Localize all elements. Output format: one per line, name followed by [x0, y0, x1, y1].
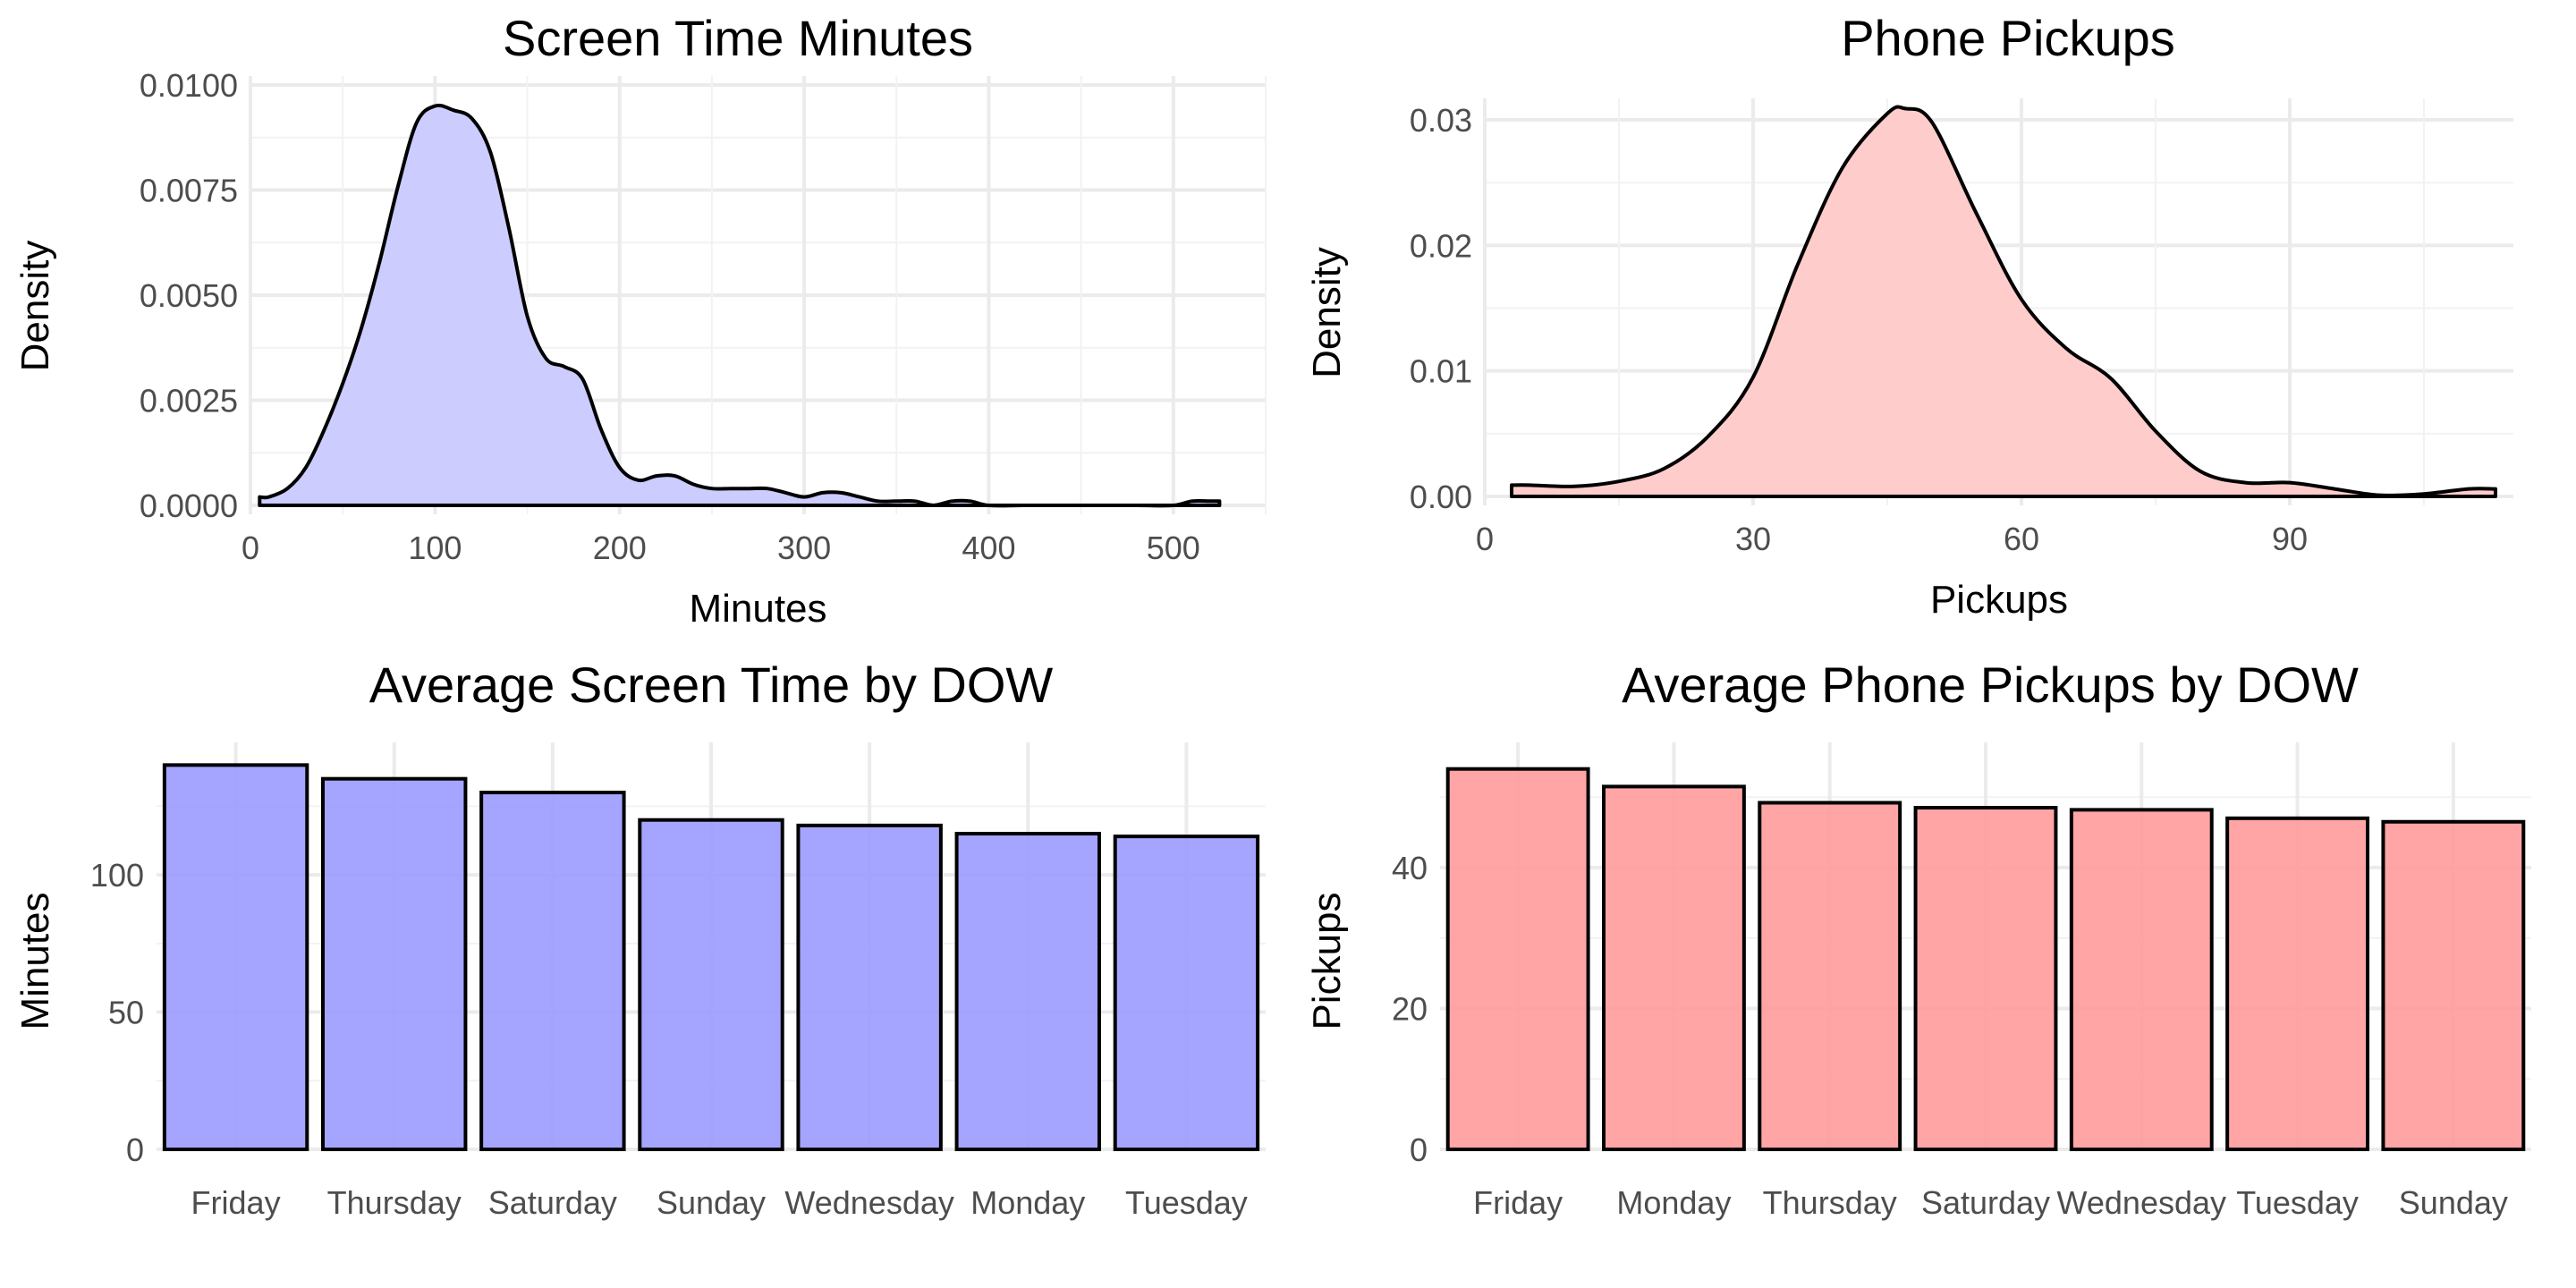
x-tick-label: Monday: [970, 1184, 1085, 1221]
y-tick-label: 0.0025: [140, 383, 238, 419]
x-tick-labels: 0 100 200 300 400 500: [242, 530, 1200, 566]
x-axis-label: Pickups: [1930, 578, 2068, 622]
y-tick-label: 0.0075: [140, 173, 238, 209]
density-area: [1510, 105, 2497, 498]
phone-pickups-density-panel: 0.00 0.01 0.02 0.03 0 30 60 90 Phone Pickups P…: [1305, 10, 2513, 622]
chart-title: Phone Pickups: [1841, 10, 2175, 66]
y-tick-label: 0: [126, 1131, 144, 1168]
x-tick-label: 0: [242, 530, 259, 566]
y-tick-label: 50: [108, 995, 144, 1031]
y-tick-label: 0.01: [1410, 353, 1472, 390]
bars: [1445, 767, 2526, 1152]
bar-wednesday: [796, 823, 943, 1151]
y-tick-labels: 0 20 40: [1392, 850, 1428, 1168]
y-tick-label: 0.0100: [140, 67, 238, 104]
y-tick-label: 100: [90, 857, 144, 894]
x-tick-label: 100: [408, 530, 462, 566]
x-tick-labels: Friday Monday Thursday Saturday Wednesday Tue…: [1473, 1184, 2508, 1221]
bar-friday: [1445, 767, 1590, 1151]
x-tick-label: Thursday: [327, 1184, 462, 1221]
x-tick-label: Monday: [1616, 1184, 1731, 1221]
screen-time-density-panel: 0.0000 0.0025 0.0050 0.0075 0.0100 0 100 200 30…: [13, 10, 1267, 631]
y-tick-label: 40: [1392, 850, 1428, 886]
y-tick-label: 0.02: [1410, 227, 1472, 264]
y-axis-label: Density: [1305, 247, 1349, 378]
y-axis-label: Density: [13, 241, 57, 372]
y-axis-label: Pickups: [1305, 892, 1349, 1030]
chart-title: Average Phone Pickups by DOW: [1622, 657, 2359, 713]
avg-pickups-bar-panel: 0 20 40 Friday Monday Thursday Saturday Wednes…: [1305, 657, 2531, 1221]
bar-saturday: [1913, 806, 2058, 1151]
x-tick-label: Wednesday: [2057, 1184, 2226, 1221]
bar-saturday: [479, 791, 626, 1151]
bar-tuesday: [1113, 835, 1260, 1151]
y-tick-label: 0: [1410, 1131, 1428, 1168]
x-tick-label: Saturday: [488, 1184, 617, 1221]
x-tick-label: Friday: [191, 1184, 281, 1221]
y-tick-label: 0.03: [1410, 102, 1472, 139]
bar-monday: [1602, 784, 1746, 1152]
bar-sunday: [2381, 819, 2526, 1151]
x-tick-label: 60: [2004, 521, 2039, 557]
bar-monday: [954, 832, 1101, 1151]
y-tick-labels: 0.0000 0.0025 0.0050 0.0075 0.0100: [140, 67, 238, 524]
y-tick-label: 0.00: [1410, 479, 1472, 515]
avg-screen-time-bar-panel: 0 50 100 Friday Thursday Saturday Sunday Wedne…: [13, 657, 1266, 1221]
x-tick-label: 30: [1735, 521, 1771, 557]
y-tick-label: 0.0050: [140, 277, 238, 314]
y-tick-label: 20: [1392, 990, 1428, 1027]
x-tick-labels: Friday Thursday Saturday Sunday Wednesday Mon…: [191, 1184, 1248, 1221]
bars: [162, 763, 1260, 1152]
x-tick-label: Sunday: [2399, 1184, 2508, 1221]
density-area: [258, 103, 1222, 508]
bar-thursday: [1758, 801, 1902, 1152]
x-tick-label: Saturday: [1921, 1184, 2050, 1221]
x-tick-label: Friday: [1473, 1184, 1563, 1221]
bar-wednesday: [2069, 808, 2214, 1152]
x-tick-label: 200: [593, 530, 647, 566]
x-tick-label: Wednesday: [784, 1184, 953, 1221]
chart-title: Average Screen Time by DOW: [369, 657, 1054, 713]
chart-title: Screen Time Minutes: [503, 10, 973, 66]
bar-sunday: [638, 818, 784, 1151]
x-tick-label: 400: [962, 530, 1015, 566]
x-tick-label: 90: [2272, 521, 2308, 557]
x-tick-label: 300: [777, 530, 831, 566]
x-tick-labels: 0 30 60 90: [1476, 521, 2308, 557]
x-axis-label: Minutes: [689, 587, 826, 631]
x-tick-label: Sunday: [657, 1184, 766, 1221]
bar-friday: [162, 763, 309, 1152]
x-tick-label: 0: [1476, 521, 1494, 557]
y-axis-label: Minutes: [13, 892, 57, 1030]
y-tick-labels: 0.00 0.01 0.02 0.03: [1410, 102, 1472, 515]
y-tick-labels: 0 50 100: [90, 857, 144, 1168]
y-tick-label: 0.0000: [140, 487, 238, 524]
x-tick-label: Thursday: [1763, 1184, 1897, 1221]
x-tick-label: 500: [1147, 530, 1200, 566]
x-tick-label: Tuesday: [2236, 1184, 2359, 1221]
bar-tuesday: [2225, 816, 2369, 1151]
x-tick-label: Tuesday: [1125, 1184, 1248, 1221]
bar-thursday: [321, 776, 468, 1151]
